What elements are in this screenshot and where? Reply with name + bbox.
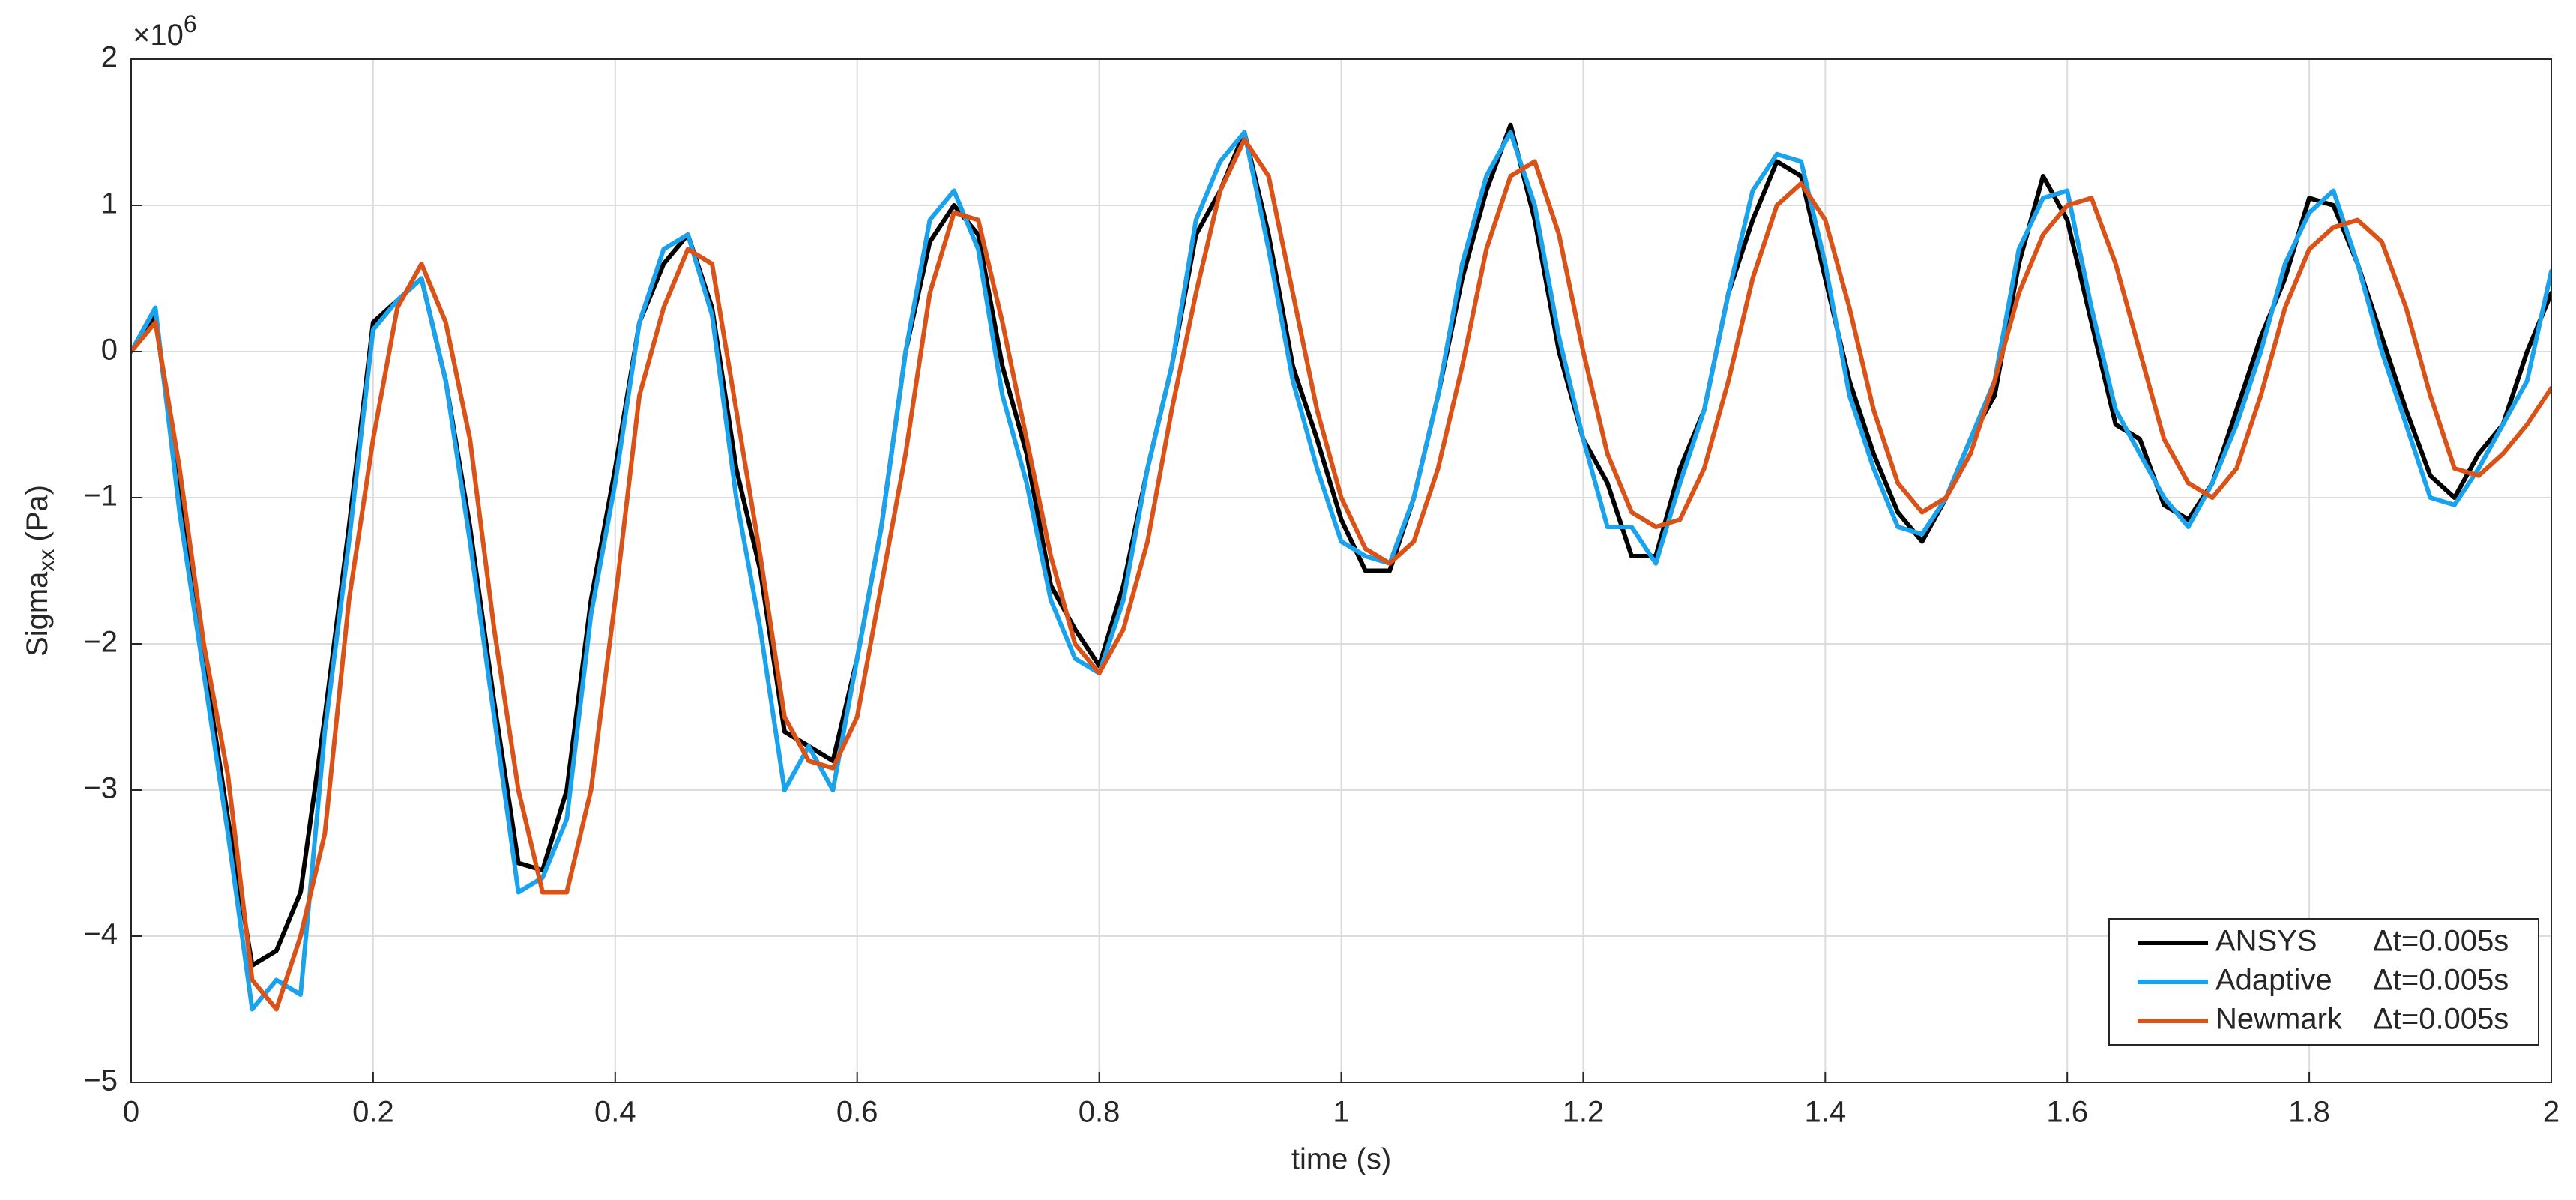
legend: ANSYS Δt=0.005s Adaptive Δt=0.005s Newmark Δt… (2108, 918, 2539, 1046)
y-axis-label: Sigmaxx (Pa) (21, 485, 59, 657)
legend-step: Δt=0.005s (2373, 1003, 2509, 1036)
legend-label: Newmark (2215, 1003, 2343, 1036)
y-tick-label: 2 (101, 41, 118, 74)
series-line (131, 130, 2551, 1012)
axes: −5 −4 −3 −2 −1 0 1 2 0 0.2 0.4 0.6 0.8 1 1.2 1.4 1.6 1.8 2… (21, 10, 2560, 1175)
x-tick-label: 0 (123, 1096, 139, 1129)
y-tick-label: 1 (101, 187, 118, 220)
y-axis-label-subscript: xx (34, 549, 59, 572)
plot-lines (131, 122, 2551, 1012)
x-tick-label: 1.2 (1563, 1096, 1605, 1129)
series-line (131, 137, 2551, 1012)
x-tick-label: 0.6 (836, 1096, 878, 1129)
legend-step: Δt=0.005s (2373, 964, 2509, 997)
y-multiplier-exponent: 6 (184, 10, 197, 37)
y-tick-label: −1 (83, 480, 118, 513)
x-tick-label: 0.8 (1079, 1096, 1120, 1129)
x-tick-label: 1.8 (2288, 1096, 2330, 1129)
legend-label: ANSYS (2215, 925, 2317, 958)
y-tick-label: −4 (83, 918, 118, 951)
y-multiplier-base: ×10 (133, 19, 184, 52)
y-tick-label: 0 (101, 334, 118, 367)
x-tick-label: 1.6 (2046, 1096, 2088, 1129)
x-tick-label: 2 (2543, 1096, 2560, 1129)
x-axis-label: time (s) (1291, 1143, 1391, 1176)
y-tick-label: −5 (83, 1064, 118, 1097)
y-tick-label: −2 (83, 626, 118, 659)
x-tick-label: 0.4 (594, 1096, 636, 1129)
x-tick-label: 1.4 (1804, 1096, 1846, 1129)
x-tick-label: 1 (1333, 1096, 1349, 1129)
y-axis-label-main: Sigma (21, 571, 54, 657)
legend-label: Adaptive (2215, 964, 2332, 997)
y-tick-label: −3 (83, 772, 118, 805)
x-tick-label: 0.2 (352, 1096, 394, 1129)
y-multiplier: ×106 (133, 10, 197, 51)
legend-step: Δt=0.005s (2373, 925, 2509, 958)
axes-box (130, 58, 2552, 1083)
y-axis-label-unit: (Pa) (21, 485, 54, 542)
